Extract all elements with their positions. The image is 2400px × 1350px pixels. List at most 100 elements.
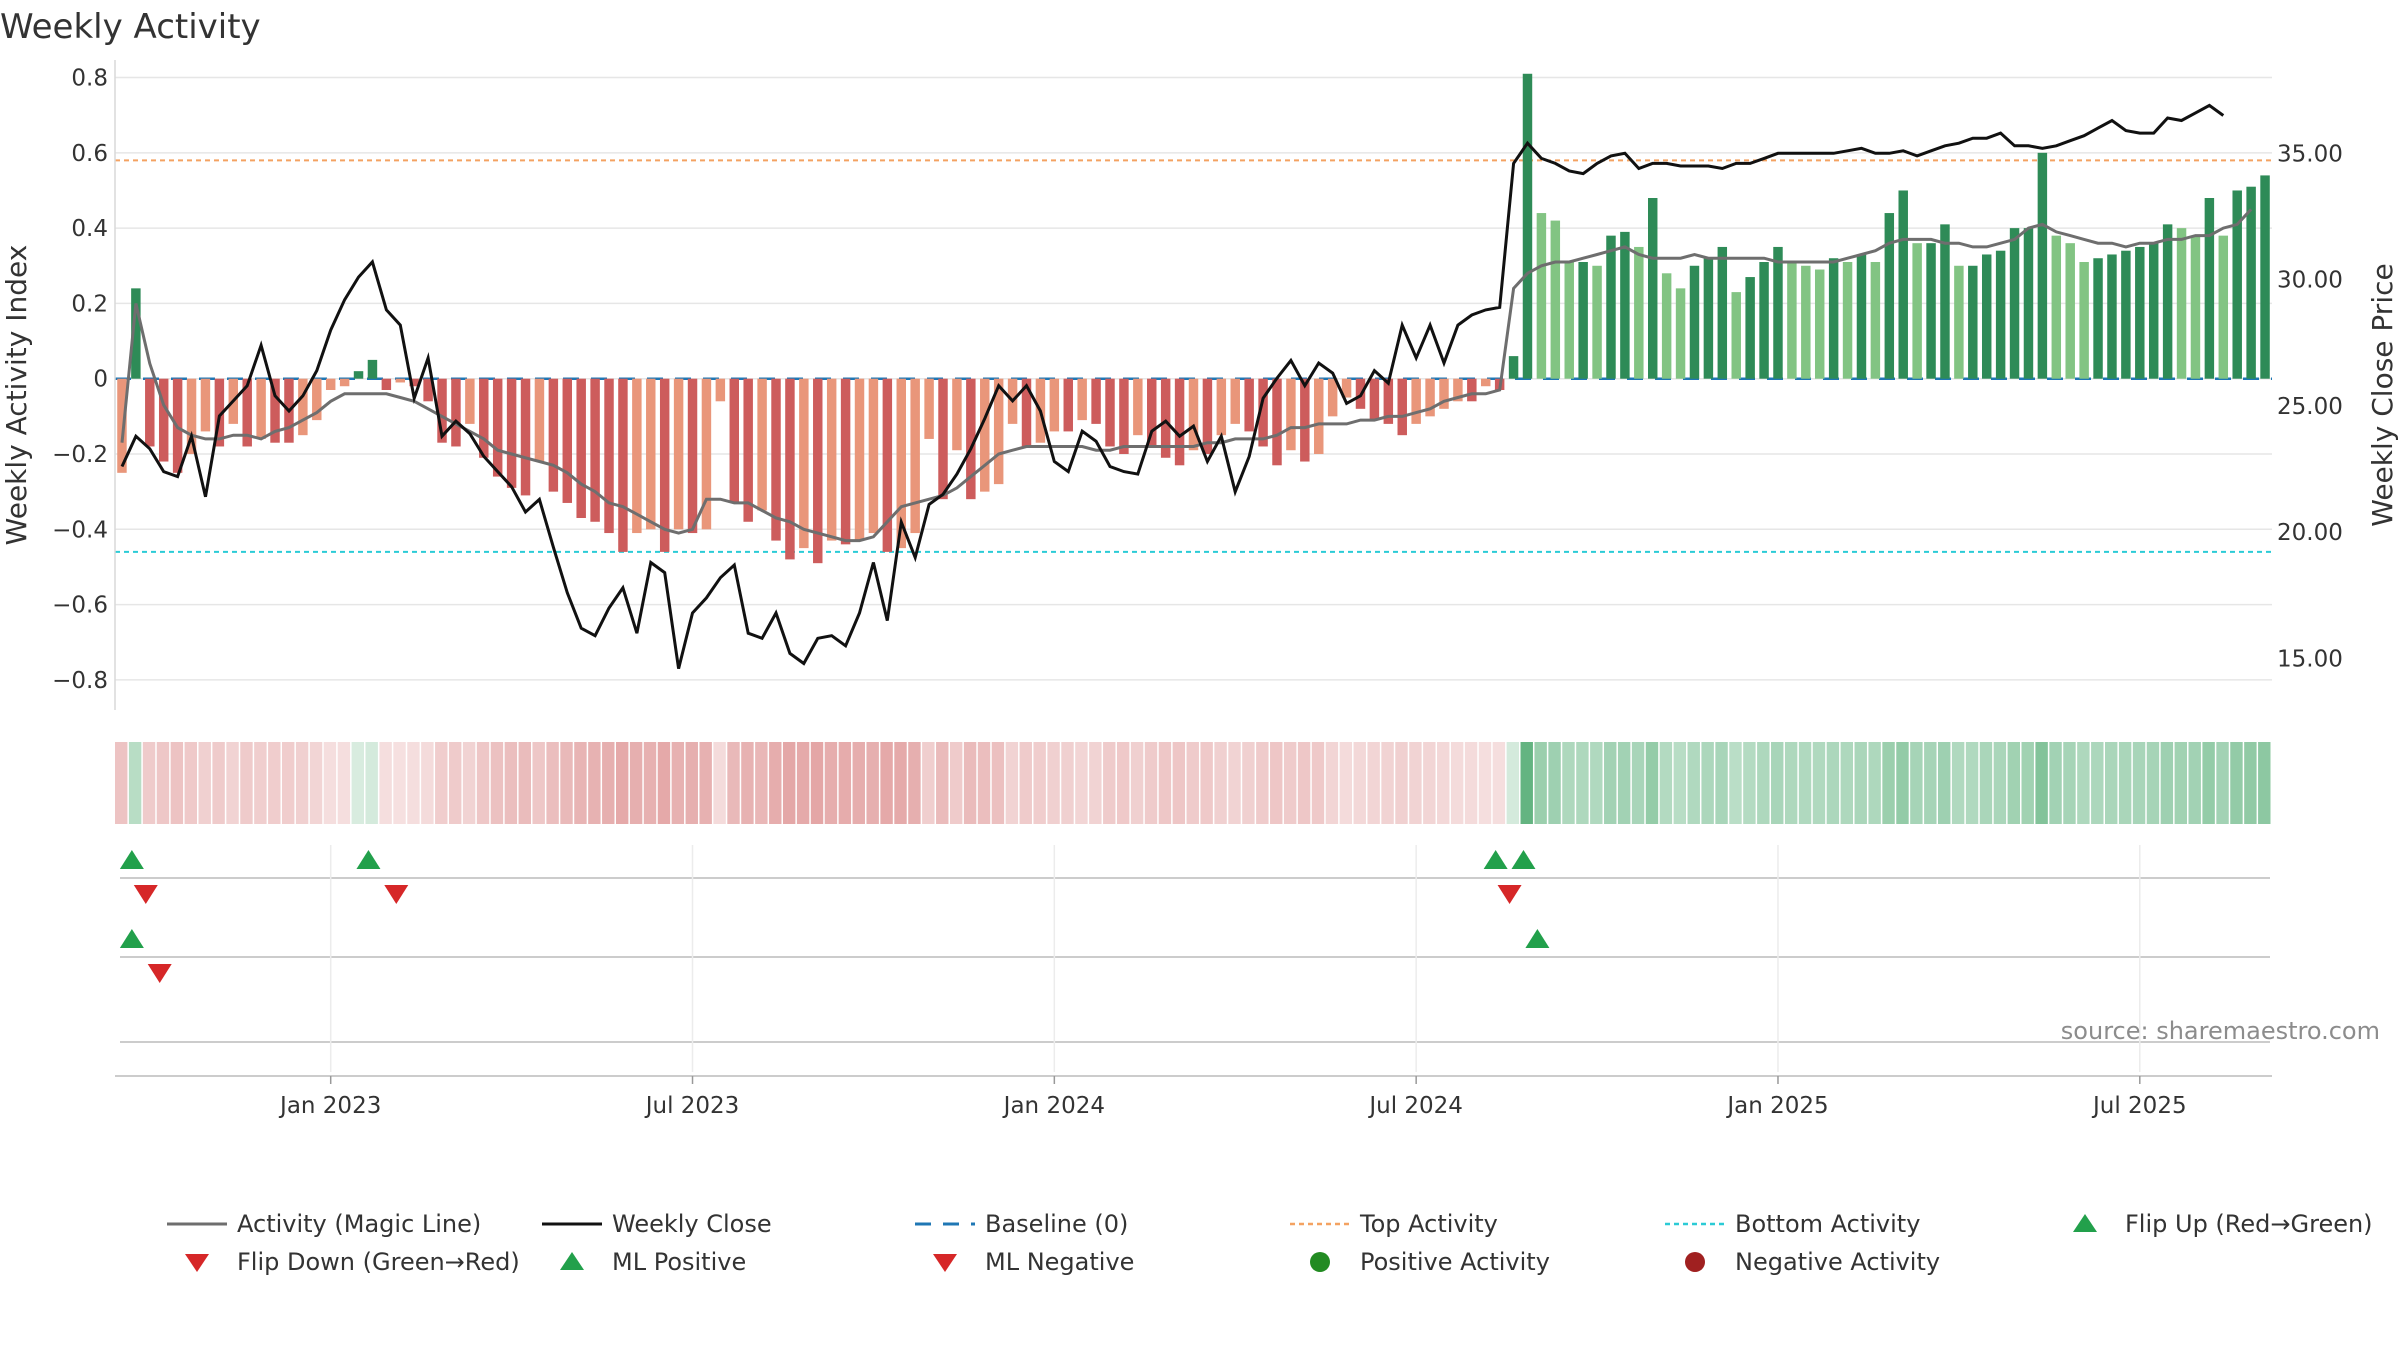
heat-strip-cell [1743, 742, 1756, 824]
legend-item: Flip Up (Red→Green) [2073, 1210, 2373, 1238]
activity-bar [1578, 262, 1588, 379]
legend-label: Bottom Activity [1735, 1210, 1920, 1238]
legend-label: Negative Activity [1735, 1248, 1940, 1276]
heat-strip-cell [1617, 742, 1631, 824]
legend-item: ML Positive [560, 1248, 746, 1276]
heat-strip-cell [226, 742, 239, 824]
activity-bar [1634, 246, 1644, 379]
heat-strip-cell [2216, 742, 2229, 824]
legend-label: ML Positive [612, 1248, 746, 1276]
heat-strip-cell [1938, 742, 1951, 824]
heat-strip-cell [894, 742, 907, 824]
heat-strip-cell [379, 742, 392, 824]
legend-item: Bottom Activity [1665, 1210, 1920, 1238]
heat-strip-cell [407, 742, 420, 824]
activity-bar [1592, 265, 1602, 379]
activity-bar [1105, 378, 1115, 447]
activity-bar [1898, 190, 1908, 379]
legend-label: Flip Down (Green→Red) [237, 1248, 520, 1276]
heat-strip-cell [184, 742, 197, 824]
heat-strip-cell [1381, 742, 1394, 824]
heat-strip-cell [2188, 742, 2201, 824]
heat-strip-cell [769, 742, 782, 824]
heat-strip-cell [1951, 742, 1965, 824]
heat-strip-cell [1645, 742, 1659, 824]
legend-item: Weekly Close [542, 1210, 772, 1238]
heat-strip-cell [476, 742, 490, 824]
heat-strip-cell [1729, 742, 1742, 824]
x-tick-label: Jan 2023 [278, 1093, 381, 1119]
activity-bar [2232, 190, 2242, 379]
heat-strip-cell [810, 742, 824, 824]
activity-bar [1202, 378, 1213, 454]
heat-strip-cell [1562, 742, 1575, 824]
heat-strip-cell [2021, 742, 2034, 824]
activity-bar [437, 378, 447, 443]
source-label: source: sharemaestro.com [2061, 1017, 2380, 1045]
activity-bar [757, 378, 767, 511]
activity-bar [604, 378, 614, 534]
heat-strip-cell [671, 742, 685, 824]
right-tick-label: 25.00 [2277, 394, 2343, 420]
heat-strip-cell [309, 742, 323, 824]
activity-bar [1467, 378, 1477, 402]
heat-strip-cell [2202, 742, 2215, 824]
ml-positive-marker [1525, 929, 1550, 948]
flip-down-marker [384, 885, 409, 904]
heat-strip-cell [448, 742, 462, 824]
heat-strip-cell [880, 742, 893, 824]
heat-strip-cell [699, 742, 712, 824]
heat-strip-cell [1005, 742, 1019, 824]
heat-strip-cell [1673, 742, 1687, 824]
activity-bar [1884, 213, 1895, 379]
heat-strip-cell [240, 742, 253, 824]
activity-bar [353, 371, 364, 379]
activity-bar [214, 378, 225, 447]
activity-bar [562, 378, 573, 503]
heat-strip-cell [852, 742, 865, 824]
activity-bar [2093, 258, 2103, 379]
activity-bar [1216, 378, 1227, 436]
activity-bar [1648, 198, 1658, 379]
heat-strip-cell [1924, 742, 1937, 824]
heat-strip-cell [1576, 742, 1589, 824]
heat-strip-cell [2105, 742, 2118, 824]
heat-strip-cell [1200, 742, 1213, 824]
activity-bar [465, 378, 475, 424]
heat-strip-cell [1715, 742, 1728, 824]
heat-strip-cell [1242, 742, 1255, 824]
heat-strip-cell [1965, 742, 1979, 824]
activity-bar [1147, 378, 1157, 447]
legend-swatch-pos-dot [1310, 1252, 1330, 1272]
activity-bar [1968, 265, 1978, 379]
flip-down-marker [133, 885, 158, 904]
heat-strip-cell [2230, 742, 2243, 824]
heat-strip-cell [1172, 742, 1186, 824]
activity-bar [1160, 378, 1171, 458]
chart-title: Weekly Activity [0, 7, 261, 47]
right-axis-title: Weekly Close Price [2366, 263, 2399, 526]
activity-bar [1731, 292, 1741, 379]
activity-heat-strip [115, 742, 2271, 824]
heat-strip-cell [602, 742, 615, 824]
heat-strip-cell [2258, 742, 2271, 824]
activity-bar [1425, 378, 1435, 417]
activity-bar [2218, 235, 2229, 379]
heat-strip-cell [518, 742, 531, 824]
activity-bar [479, 378, 489, 458]
legend-label: Flip Up (Red→Green) [2125, 1210, 2373, 1238]
activity-bar [158, 378, 169, 462]
heat-strip-cell [2035, 742, 2048, 824]
activity-bar [701, 378, 712, 530]
heat-strip-cell [421, 742, 434, 824]
x-tick-label: Jul 2023 [644, 1093, 740, 1119]
heat-strip-cell [1270, 742, 1283, 824]
heat-strip-cell [128, 742, 142, 824]
activity-bar [632, 378, 642, 534]
heat-strip-cell [796, 742, 810, 824]
activity-bar [1828, 258, 1839, 379]
activity-bar [1606, 235, 1616, 379]
heat-strip-cell [2049, 742, 2062, 824]
activity-bar [576, 378, 586, 518]
heat-strip-cell [198, 742, 211, 824]
